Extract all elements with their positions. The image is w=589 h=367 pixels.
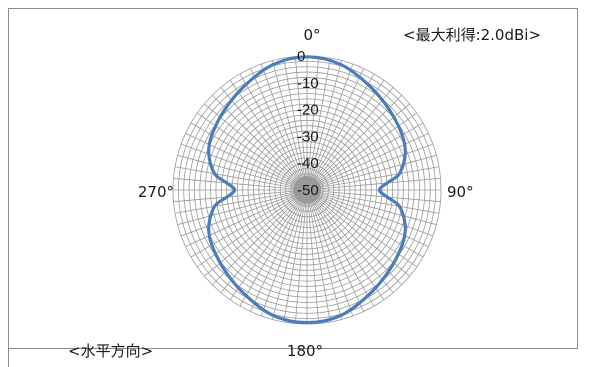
grid-spoke (211, 94, 308, 191)
grid-spoke (306, 103, 410, 191)
grid-spoke (306, 60, 343, 191)
radial-tick-label: -10 (297, 75, 319, 92)
grid-spoke (306, 189, 375, 307)
grid-spoke (271, 60, 308, 191)
grid-spoke (173, 177, 308, 191)
grid-spoke (271, 189, 308, 320)
grid-spoke (306, 94, 403, 191)
grid-spoke (306, 133, 429, 191)
radial-tick-label: -30 (297, 128, 319, 145)
grid-spoke (204, 189, 308, 277)
grid-spoke (180, 189, 308, 237)
grid-spoke (173, 189, 308, 203)
grid-spoke (306, 189, 440, 214)
grid-spoke (260, 189, 308, 317)
series-layer (207, 55, 407, 325)
grid-spoke (185, 189, 308, 247)
grid-spoke (250, 68, 308, 191)
grid-spoke (174, 189, 308, 214)
grid-spoke (306, 189, 424, 258)
radial-tick-label: -20 (297, 102, 319, 119)
frame-edge (8, 348, 9, 367)
angle-label-180: 180° (287, 342, 323, 360)
radial-tick-label: -50 (297, 182, 319, 199)
plane-annotation: <水平方向> (68, 342, 153, 360)
grid-spoke (306, 57, 331, 191)
grid-spoke (306, 189, 429, 247)
grid-spoke (177, 154, 308, 191)
grid-spoke (306, 189, 434, 237)
grid-spoke (294, 189, 308, 324)
series-line (207, 55, 407, 325)
grid-spoke (306, 154, 437, 191)
grid-spoke (306, 189, 403, 286)
grid-hub (293, 176, 321, 204)
grid-spoke (306, 189, 354, 317)
grid-spoke (250, 189, 308, 312)
grid-spoke (306, 177, 441, 191)
grid-spoke (306, 63, 354, 191)
max-gain-annotation: <最大利得:2.0dBi> (403, 26, 541, 44)
angle-label-270: 270° (138, 183, 174, 201)
grid-spoke (190, 122, 308, 191)
grid-spoke (190, 189, 308, 258)
grid-spoke (306, 56, 320, 191)
grid-spoke (306, 189, 320, 324)
grid-spoke (306, 73, 375, 191)
grid-spoke (283, 57, 308, 191)
grid-spoke (220, 87, 308, 191)
grid-spoke (229, 80, 308, 191)
grid-spoke (306, 189, 437, 226)
grid-spoke (177, 189, 308, 226)
angle-label-90: 90° (447, 183, 474, 201)
radial-tick-labels: 0 -10 -20 -30 -40 -50 (297, 48, 319, 199)
grid-spoke (306, 68, 364, 191)
grid-spoke (306, 87, 394, 191)
grid-spoke (306, 189, 331, 323)
radial-tick-label: 0 (297, 48, 305, 65)
grid-spoke (306, 189, 441, 203)
grid-spoke (180, 143, 308, 191)
radial-tick-label: -40 (297, 155, 319, 172)
grid-spoke (185, 133, 308, 191)
grid-spoke (306, 143, 434, 191)
grid-spoke (306, 166, 440, 191)
grid-spoke (306, 189, 394, 293)
grid-spoke (283, 189, 308, 323)
grid-spoke (229, 189, 308, 300)
grid-spoke (306, 189, 410, 277)
grid-spoke (294, 56, 308, 191)
grid-spoke (306, 189, 343, 320)
grid-spoke (306, 189, 364, 312)
grid-spoke (239, 73, 308, 191)
grid-spoke (306, 122, 424, 191)
grid-spoke (306, 189, 385, 300)
grid-spoke (220, 189, 308, 293)
grid-spoke (260, 63, 308, 191)
grid-spoke (174, 166, 308, 191)
grid-spoke (306, 80, 385, 191)
angle-label-0: 0° (303, 26, 320, 44)
grid-spoke (211, 189, 308, 286)
grid-spoke (239, 189, 308, 307)
grid-spoke (204, 103, 308, 191)
